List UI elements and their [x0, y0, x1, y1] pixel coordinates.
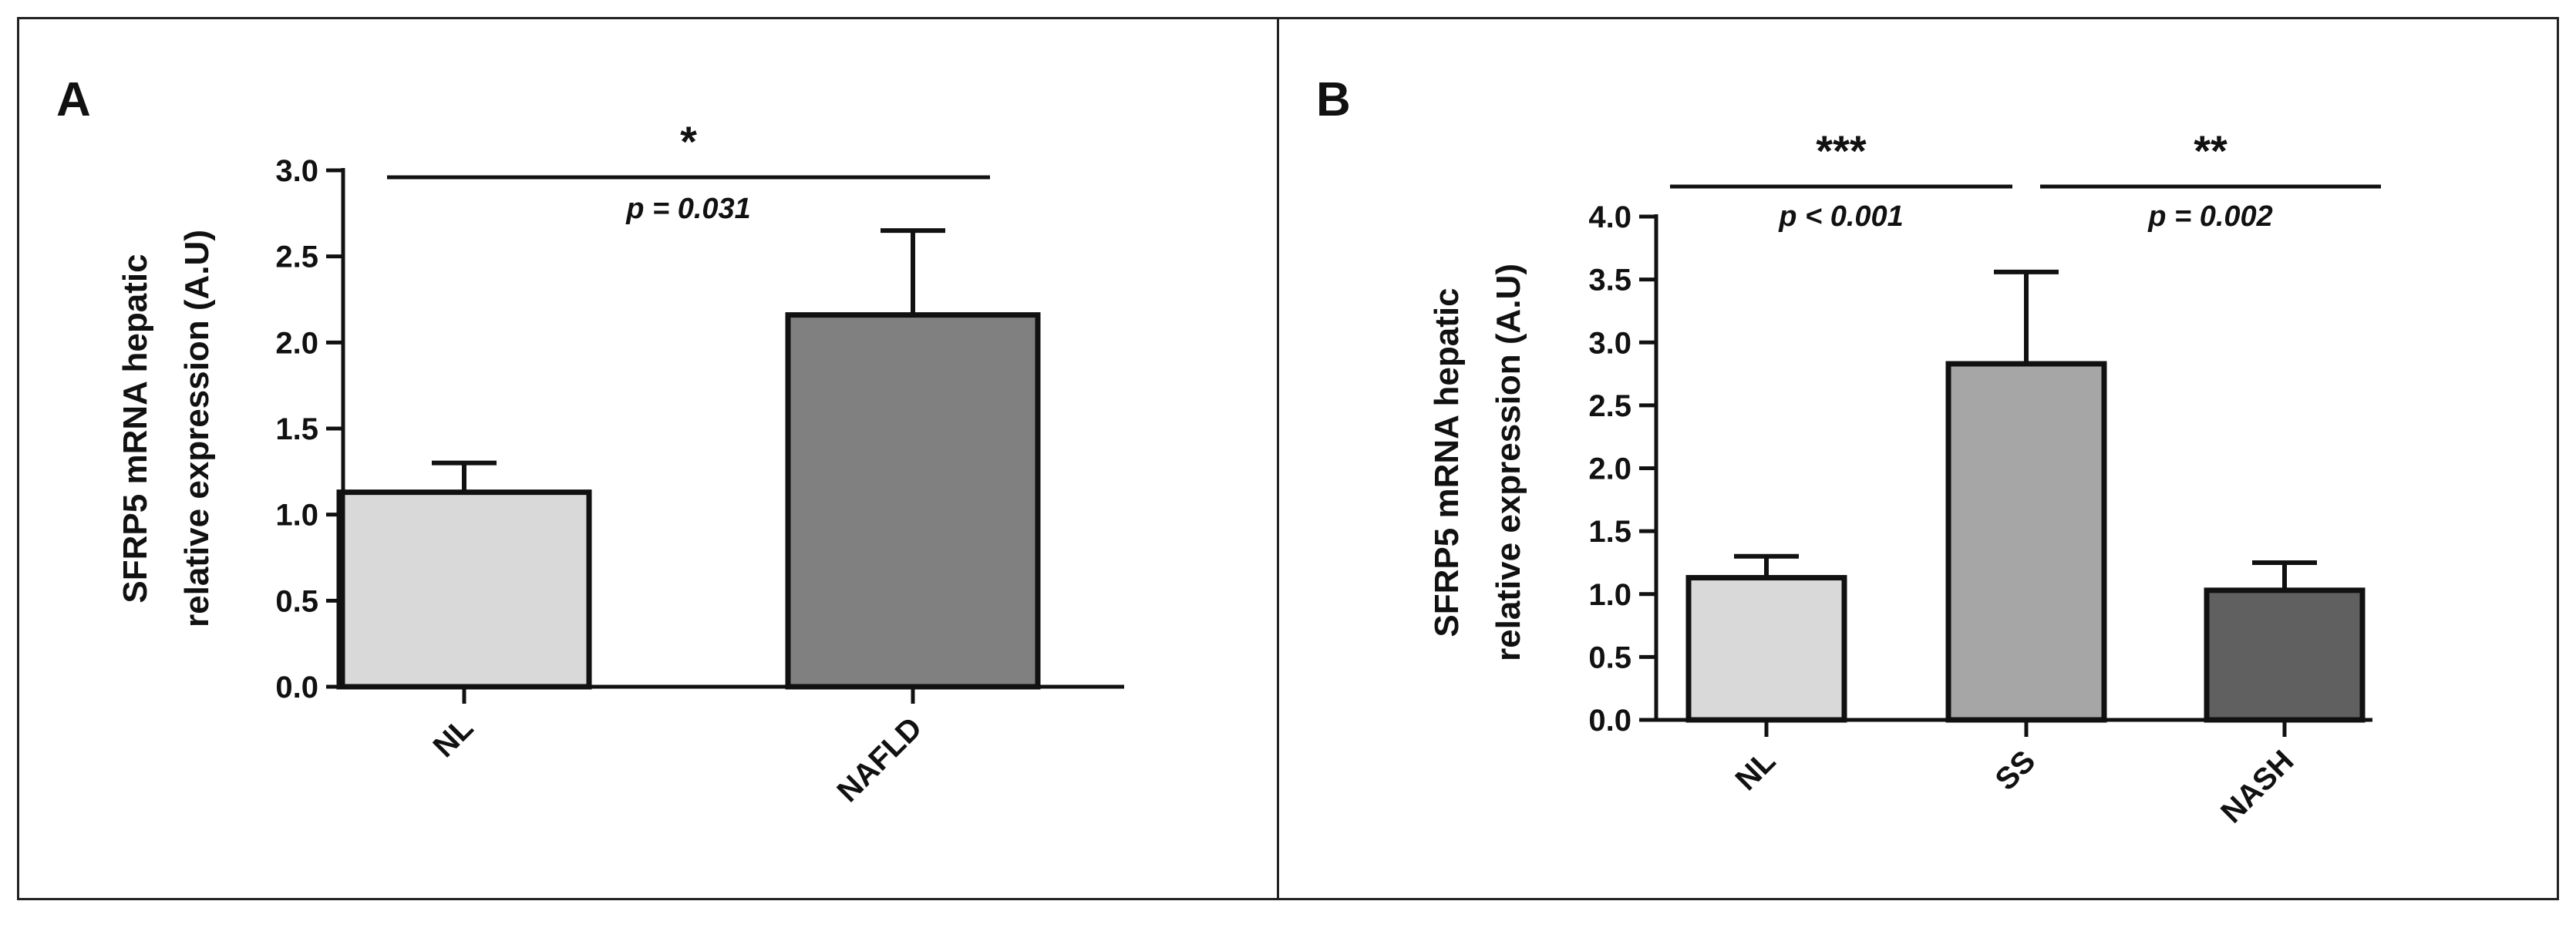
y-tick-label: 3.5	[1588, 264, 1631, 298]
y-tick-label: 2.0	[1588, 452, 1631, 486]
x-category-label: SS	[1989, 744, 2042, 797]
y-tick-label: 3.0	[1588, 326, 1631, 360]
bar-nash	[2204, 587, 2366, 723]
significance-stars: **	[2194, 126, 2227, 175]
y-axis-title-line1: SFRP5 mRNA hepatic	[1428, 287, 1466, 637]
y-axis-title-line2: relative expression (A.U)	[178, 230, 216, 627]
y-tick-label: 3.0	[275, 154, 318, 188]
y-tick-label: 0.0	[275, 671, 318, 704]
p-value-label: p = 0.002	[2147, 200, 2273, 233]
y-axis-title-line2: relative expression (A.U)	[1490, 264, 1527, 661]
y-tick-label: 2.0	[275, 326, 318, 360]
y-axis-title-line1: SFRP5 mRNA hepatic	[116, 254, 154, 603]
y-tick-label: 1.5	[1588, 515, 1631, 549]
x-category-label: NASH	[2214, 744, 2300, 829]
p-value-label: p < 0.001	[1778, 200, 1904, 233]
bar-nl	[336, 489, 592, 690]
x-category-label: NL	[1729, 744, 1783, 797]
panel-letter: B	[1316, 73, 1351, 126]
bar-ss	[1945, 361, 2107, 723]
x-category-label: NAFLD	[830, 711, 928, 809]
y-tick-label: 2.5	[1588, 389, 1631, 423]
significance-stars: ***	[1816, 126, 1867, 175]
y-tick-label: 1.5	[275, 412, 318, 446]
panel-letter: A	[56, 73, 91, 126]
panel-a-chart: A SFRP5 mRNA hepatic relative expression (…	[56, 73, 1124, 809]
bar-nl	[1685, 575, 1847, 723]
y-tick-label: 0.0	[1588, 704, 1631, 738]
x-category-label: NL	[427, 711, 480, 764]
bar-nafld	[785, 312, 1041, 690]
y-tick-label: 1.0	[1588, 578, 1631, 612]
y-tick-label: 1.0	[275, 499, 318, 533]
y-tick-label: 2.5	[275, 240, 318, 274]
y-tick-label: 4.0	[1588, 200, 1631, 234]
panel-b-chart: B SFRP5 mRNA hepatic relative expression (…	[1316, 73, 2381, 830]
y-tick-label: 0.5	[1588, 641, 1631, 674]
figure-frame	[17, 17, 2559, 900]
panel-divider	[1277, 17, 1279, 900]
significance-stars: *	[680, 117, 697, 166]
y-tick-label: 0.5	[275, 584, 318, 618]
p-value-label: p = 0.031	[625, 193, 751, 225]
